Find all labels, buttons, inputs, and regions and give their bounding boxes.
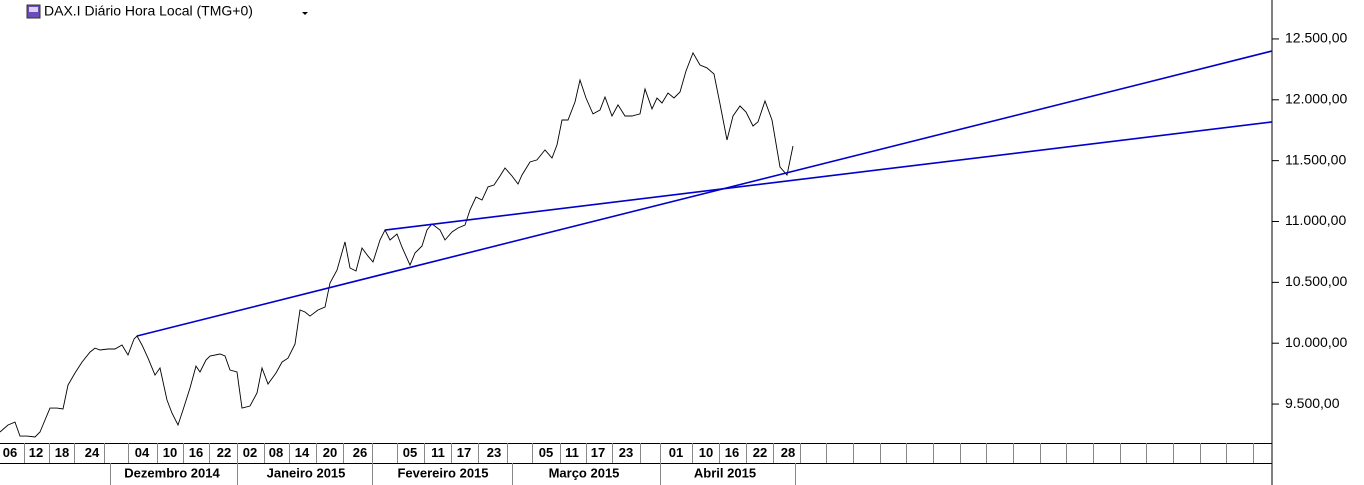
y-tick-label: 12.500,00 [1285, 30, 1347, 46]
x-tick-label: 04 [135, 445, 150, 460]
x-tick-label: 17 [591, 445, 605, 460]
month-label: Abril 2015 [694, 465, 756, 480]
x-tick-label: 11 [431, 445, 445, 460]
x-tick-label: 22 [753, 445, 767, 460]
x-tick-label: 10 [699, 445, 713, 460]
x-tick-label: 12 [29, 445, 43, 460]
y-tick-label: 9.500,00 [1285, 395, 1340, 411]
x-tick-label: 05 [403, 445, 417, 460]
x-tick-label: 05 [539, 445, 553, 460]
month-label: Março 2015 [549, 465, 620, 480]
x-tick-label: 16 [725, 445, 739, 460]
x-tick-label: 22 [217, 445, 231, 460]
trend-line [136, 50, 1273, 337]
month-label: Dezembro 2014 [124, 465, 220, 480]
x-tick-label: 23 [619, 445, 633, 460]
x-tick-label: 10 [163, 445, 177, 460]
price-line [0, 51, 794, 438]
x-tick-label: 23 [487, 445, 501, 460]
y-tick-label: 10.000,00 [1285, 334, 1347, 350]
x-tick-label: 16 [189, 445, 203, 460]
x-tick-label: 20 [323, 445, 337, 460]
month-label: Fevereiro 2015 [397, 465, 488, 480]
chart-title: DAX.I Diário Hora Local (TMG+0) [44, 3, 253, 19]
x-tick-label: 08 [269, 445, 283, 460]
y-tick-label: 10.500,00 [1285, 273, 1347, 289]
x-tick-label: 24 [85, 445, 100, 460]
y-tick-label: 11.000,00 [1285, 212, 1346, 228]
x-tick-label: 14 [295, 445, 310, 460]
x-tick-label: 02 [243, 445, 257, 460]
y-tick-label: 11.500,00 [1285, 151, 1346, 167]
title-icon [26, 4, 41, 19]
month-label: Janeiro 2015 [267, 465, 346, 480]
x-tick-label: 11 [565, 445, 579, 460]
x-tick-label: 18 [55, 445, 69, 460]
trend-line [384, 121, 1273, 231]
y-tick-label: 12.000,00 [1285, 90, 1347, 106]
x-tick-label: 28 [781, 445, 795, 460]
x-tick-label: 26 [353, 445, 367, 460]
x-tick-label: 01 [669, 445, 683, 460]
title-dropdown[interactable] [302, 12, 308, 15]
x-tick-label: 17 [457, 445, 471, 460]
x-tick-label: 06 [3, 445, 17, 460]
